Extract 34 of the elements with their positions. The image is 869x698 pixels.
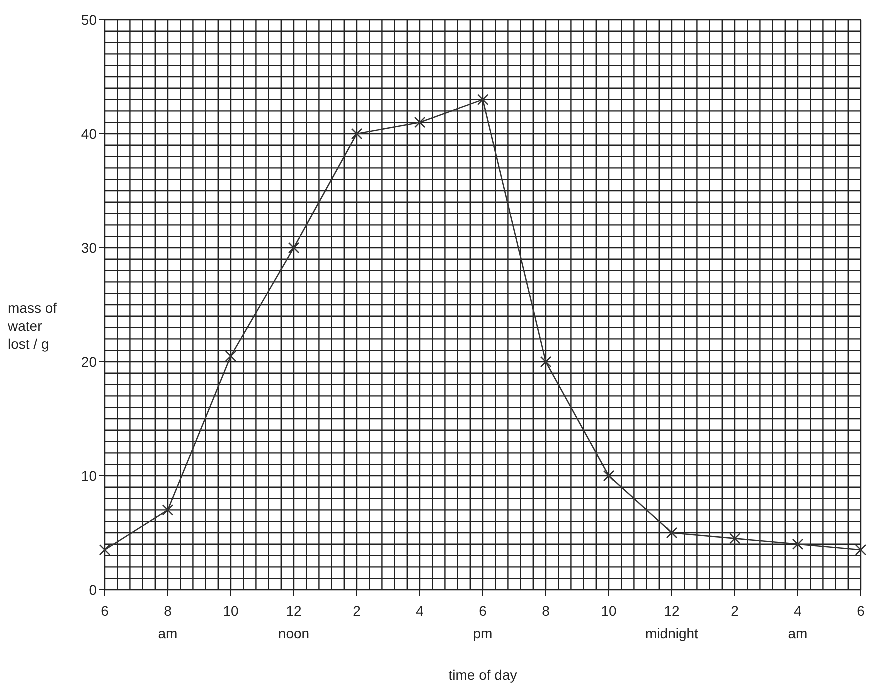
point bbox=[792, 538, 804, 550]
x-tick-label: 10 bbox=[223, 603, 239, 619]
point bbox=[729, 533, 741, 544]
x-tick-label: 12 midnight bbox=[646, 603, 699, 642]
x-tick-label: 4 bbox=[416, 603, 424, 619]
y-tick-label: 10 bbox=[81, 468, 98, 484]
x-tick-label: 8 bbox=[542, 603, 550, 619]
y-tick-label: 40 bbox=[81, 126, 98, 142]
x-tick-label: 8 am bbox=[158, 603, 178, 642]
point bbox=[540, 356, 552, 368]
x-tick-label: 6 pm bbox=[473, 603, 493, 642]
y-tick-label: 0 bbox=[89, 582, 98, 598]
point bbox=[162, 504, 174, 516]
point bbox=[603, 470, 615, 482]
point bbox=[288, 242, 300, 254]
x-tick-label: 6 bbox=[857, 603, 866, 619]
y-tick-label: 30 bbox=[81, 240, 98, 256]
x-tick-label: 12 noon bbox=[278, 603, 310, 642]
point bbox=[855, 544, 867, 556]
x-tick-label: 10 bbox=[601, 603, 617, 619]
y-tick-label: 20 bbox=[81, 354, 98, 370]
x-tick-label: 6 bbox=[101, 603, 110, 619]
point bbox=[351, 128, 363, 140]
point bbox=[666, 527, 678, 539]
x-tick-label: 2 bbox=[731, 603, 740, 619]
x-axis-title: time of day bbox=[448, 667, 518, 683]
point bbox=[414, 116, 426, 128]
y-axis-title: mass of water lost / g bbox=[8, 299, 58, 354]
x-tick-label: 2 bbox=[353, 603, 362, 619]
point bbox=[99, 544, 111, 556]
point bbox=[477, 94, 489, 106]
x-tick-label: 4 am bbox=[788, 603, 808, 642]
y-tick-label: 50 bbox=[81, 12, 98, 28]
point bbox=[225, 350, 237, 362]
